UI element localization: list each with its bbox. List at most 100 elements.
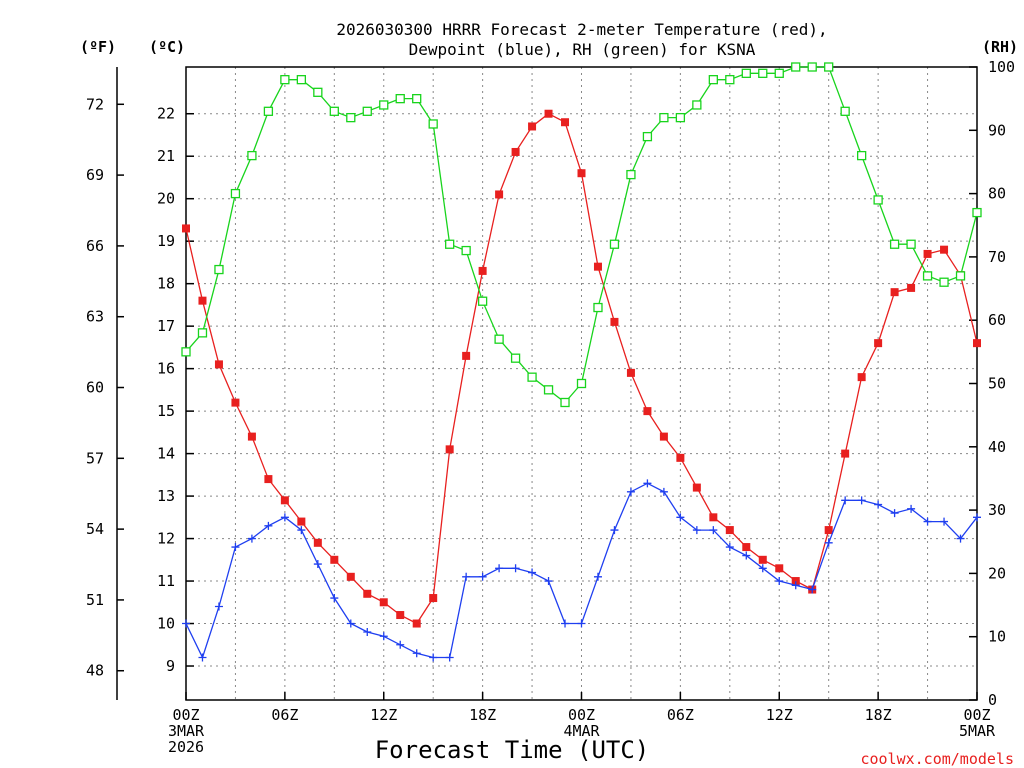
celsius-tick-label: 12: [157, 530, 175, 548]
fahrenheit-tick-label: 66: [86, 237, 104, 255]
dewpoint-point: [412, 649, 421, 658]
temperature-point: [890, 288, 899, 297]
dewpoint-point: [841, 496, 850, 505]
celsius-tick-label: 18: [157, 275, 175, 293]
temperature-point: [676, 453, 685, 462]
rh-unit-label: (RH): [982, 38, 1018, 56]
time-tick-label: 18Z: [865, 706, 892, 724]
rh-point: [461, 245, 471, 256]
dewpoint-point: [478, 572, 487, 581]
rh-point: [412, 94, 422, 104]
dewpoint-point: [280, 513, 289, 522]
rh-point: [214, 264, 224, 275]
dewpoint-point: [445, 653, 454, 662]
dewpoint-point: [775, 577, 784, 586]
dewpoint-point: [396, 640, 405, 649]
temperature-point: [758, 555, 767, 564]
dewpoint-point: [297, 526, 306, 535]
rh-point: [560, 397, 570, 408]
fahrenheit-unit-label: (ºF): [80, 38, 116, 56]
dewpoint-point: [659, 487, 668, 496]
dewpoint-point: [198, 653, 207, 662]
rh-point: [955, 271, 966, 281]
series-layer: [181, 62, 982, 662]
dewpoint-point: [742, 551, 751, 560]
rh-tick-label: 80: [988, 185, 1006, 203]
rh-tick-label: 90: [988, 121, 1006, 139]
temperature-point: [231, 398, 240, 407]
rh-point: [379, 100, 389, 110]
rh-point: [675, 112, 686, 123]
rh-point: [642, 131, 653, 142]
time-tick-label: 5MAR: [959, 722, 996, 740]
rh-axis-ticks: 0 10 20 30 40 50 60 70 80 90 100: [969, 58, 1015, 709]
celsius-tick-label: 22: [157, 105, 175, 123]
credit-label[interactable]: coolwx.com/models: [860, 750, 1014, 768]
rh-point: [576, 378, 587, 389]
temperature-point: [742, 543, 751, 552]
rh-point: [445, 239, 455, 249]
time-tick-label: 4MAR: [563, 722, 600, 740]
temperature-point: [841, 449, 850, 458]
dewpoint-point: [973, 513, 981, 522]
dewpoint-point: [758, 564, 767, 573]
rh-point: [230, 188, 241, 199]
temperature-point: [857, 373, 866, 382]
rh-point: [922, 271, 933, 281]
dewpoint-point: [824, 538, 833, 547]
temperature-point: [593, 262, 602, 271]
time-tick-label: 00Z: [568, 706, 595, 724]
temperature-point: [824, 526, 833, 535]
time-tick-label: 06Z: [667, 706, 694, 724]
rh-point: [428, 119, 438, 129]
temperature-point: [791, 577, 800, 586]
time-tick-label: 12Z: [766, 706, 793, 724]
dewpoint-point: [907, 504, 916, 513]
dewpoint-point: [940, 517, 949, 526]
rh-tick-label: 100: [988, 58, 1015, 76]
celsius-tick-label: 16: [157, 360, 175, 378]
dewpoint-point: [676, 513, 685, 522]
rh-point: [807, 62, 817, 72]
temperature-point: [775, 564, 784, 573]
dewpoint-point: [692, 526, 701, 535]
rh-tick-label: 30: [988, 501, 1006, 519]
temperature-point: [264, 475, 273, 484]
temperature-point: [923, 249, 932, 258]
rh-point: [939, 277, 949, 287]
temperature-point: [495, 190, 504, 199]
temperature-point: [907, 283, 916, 292]
rh-point: [725, 75, 735, 85]
dewpoint-point: [214, 602, 223, 611]
dewpoint-point: [231, 543, 240, 552]
dewpoint-point: [511, 564, 520, 573]
rh-point: [873, 195, 883, 205]
dewpoint-point: [791, 581, 800, 590]
rh-point: [527, 372, 537, 382]
rh-point: [494, 334, 504, 344]
celsius-tick-label: 13: [157, 487, 175, 505]
rh-point: [840, 106, 850, 116]
temperature-point: [528, 122, 537, 131]
celsius-tick-label: 9: [166, 657, 175, 675]
dewpoint-point: [495, 564, 504, 573]
time-tick-label: 18Z: [469, 706, 496, 724]
temperature-point: [659, 432, 668, 441]
rh-line: [185, 66, 978, 404]
rh-point: [346, 112, 356, 123]
rh-point: [313, 87, 323, 97]
fahrenheit-tick-label: 48: [86, 662, 104, 680]
rh-point: [280, 75, 290, 85]
celsius-tick-label: 21: [157, 147, 175, 165]
dewpoint-point: [247, 534, 256, 543]
temperature-point: [577, 169, 586, 178]
celsius-tick-label: 10: [157, 615, 175, 633]
rh-point: [791, 62, 801, 72]
temperature-point: [280, 496, 289, 505]
dewpoint-point: [330, 594, 339, 603]
rh-point: [609, 239, 620, 249]
temperature-point: [379, 598, 388, 607]
temperature-point: [297, 517, 306, 526]
fahrenheit-tick-label: 72: [86, 95, 104, 113]
